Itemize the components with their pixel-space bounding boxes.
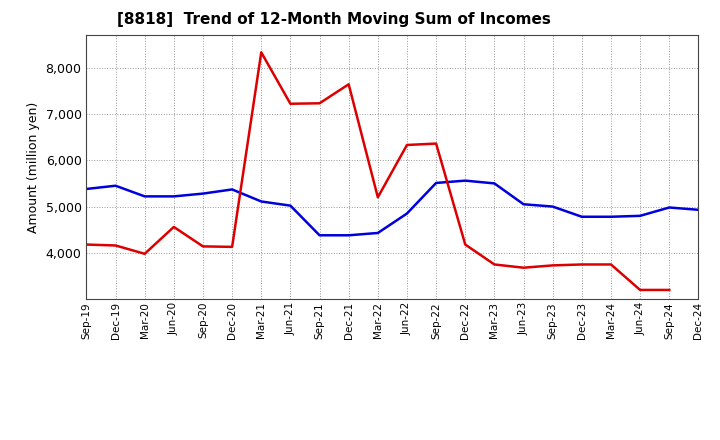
Net Income	[82, 242, 91, 247]
Text: [8818]  Trend of 12-Month Moving Sum of Incomes: [8818] Trend of 12-Month Moving Sum of I…	[117, 12, 551, 27]
Net Income	[140, 251, 149, 257]
Net Income	[461, 242, 469, 247]
Net Income	[315, 101, 324, 106]
Net Income	[199, 244, 207, 249]
Net Income	[111, 243, 120, 248]
Ordinary Income	[286, 203, 294, 208]
Ordinary Income	[257, 199, 266, 204]
Net Income	[257, 50, 266, 55]
Ordinary Income	[549, 204, 557, 209]
Ordinary Income	[199, 191, 207, 196]
Line: Net Income: Net Income	[86, 52, 670, 290]
Ordinary Income	[374, 230, 382, 235]
Net Income	[169, 224, 178, 230]
Net Income	[402, 142, 411, 147]
Net Income	[228, 244, 236, 249]
Ordinary Income	[82, 186, 91, 191]
Net Income	[577, 262, 586, 267]
Ordinary Income	[432, 180, 441, 186]
Net Income	[549, 263, 557, 268]
Net Income	[374, 194, 382, 200]
Net Income	[432, 141, 441, 146]
Ordinary Income	[519, 202, 528, 207]
Ordinary Income	[577, 214, 586, 220]
Y-axis label: Amount (million yen): Amount (million yen)	[27, 102, 40, 233]
Net Income	[519, 265, 528, 270]
Ordinary Income	[607, 214, 616, 220]
Ordinary Income	[636, 213, 644, 219]
Net Income	[344, 82, 353, 87]
Ordinary Income	[461, 178, 469, 183]
Ordinary Income	[490, 181, 499, 186]
Ordinary Income	[665, 205, 674, 210]
Ordinary Income	[140, 194, 149, 199]
Ordinary Income	[169, 194, 178, 199]
Net Income	[490, 262, 499, 267]
Net Income	[636, 287, 644, 293]
Line: Ordinary Income: Ordinary Income	[86, 181, 698, 235]
Ordinary Income	[228, 187, 236, 192]
Ordinary Income	[694, 207, 703, 213]
Net Income	[286, 101, 294, 106]
Ordinary Income	[111, 183, 120, 188]
Net Income	[607, 262, 616, 267]
Net Income	[665, 287, 674, 293]
Ordinary Income	[344, 233, 353, 238]
Ordinary Income	[402, 211, 411, 216]
Ordinary Income	[315, 233, 324, 238]
